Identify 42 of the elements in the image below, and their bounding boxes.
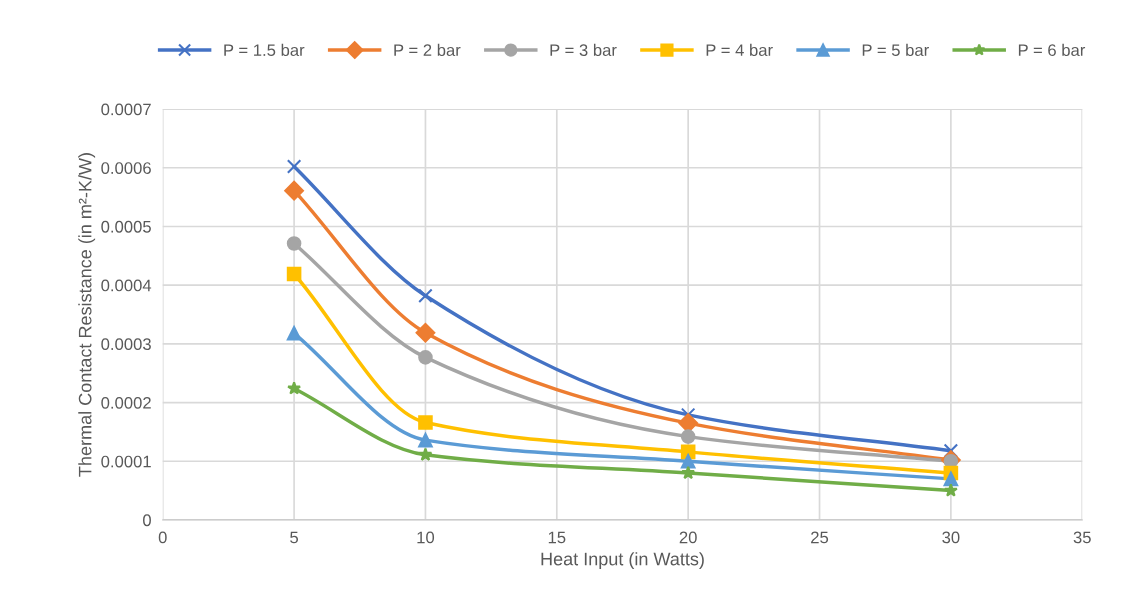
y-tick-label: 0: [143, 514, 151, 527]
y-tick-label: 0.0001: [101, 455, 151, 468]
point: [678, 413, 699, 433]
point: [418, 350, 433, 365]
y-tick-label: 0.0006: [101, 162, 151, 174]
point: [415, 322, 436, 343]
y-tick-label: 0.0003: [101, 338, 151, 351]
point: [418, 447, 433, 461]
point: [286, 159, 302, 174]
legend-label: P = 4 bar: [706, 43, 773, 57]
y-tick-label: 0.0002: [101, 396, 151, 409]
y-tick-label: 0.0004: [101, 279, 152, 292]
point: [680, 453, 696, 469]
x-tick-label: 20: [679, 531, 697, 544]
point: [418, 288, 433, 304]
point: [286, 266, 302, 282]
x-tick-label: 30: [942, 531, 960, 544]
x-tick-label: 25: [811, 531, 829, 544]
x-tick-label: 0: [158, 531, 167, 544]
legend-label: P = 5 bar: [862, 43, 929, 57]
x-tick-label: 5: [290, 531, 299, 544]
x-tick-label: 10: [417, 531, 435, 544]
x-tick-label: 15: [548, 531, 566, 544]
point: [286, 236, 302, 251]
y-axis-title: Thermal Contact Resistance (in m²-K/W): [78, 153, 96, 477]
point: [287, 381, 302, 395]
point: [680, 429, 696, 444]
point: [286, 326, 302, 341]
point: [284, 180, 304, 201]
legend-label: P = 1.5 bar: [224, 43, 305, 57]
point: [943, 483, 958, 497]
point: [943, 471, 959, 487]
legend-label: P = 3 bar: [550, 43, 617, 57]
legend-label: P = 6 bar: [1018, 43, 1086, 57]
x-tick-label: 35: [1073, 531, 1091, 544]
y-tick-label: 0.0005: [101, 220, 151, 233]
legend-label: P = 2 bar: [394, 43, 461, 57]
y-tick-label: 0.0007: [101, 103, 151, 116]
point: [681, 465, 696, 480]
point: [418, 415, 433, 430]
point: [418, 432, 433, 448]
x-axis-title: Heat Input (in Watts): [541, 552, 704, 569]
